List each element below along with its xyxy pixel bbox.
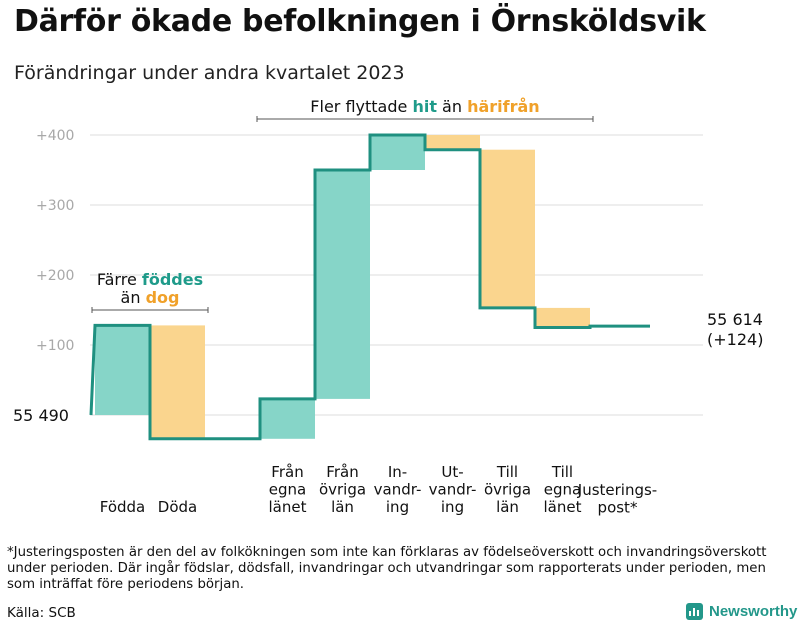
- births-annotation-line: än dog: [121, 288, 180, 307]
- migration-annotation-line: Fler flyttade hit än härifrån: [310, 97, 539, 116]
- category-label: ing: [441, 498, 464, 516]
- newsworthy-logo-text: Newsworthy: [709, 603, 798, 620]
- waterfall-bar: [535, 307, 590, 328]
- y-tick-label: +300: [36, 198, 74, 214]
- category-label: In-: [388, 463, 407, 481]
- category-label: Justerings-: [577, 481, 657, 499]
- category-label: vandr-: [374, 481, 422, 499]
- waterfall-chart: +100 +200 +300 +400 55 490 55 614(+124) Födda D…: [13, 97, 763, 517]
- category-label: post*: [598, 499, 638, 517]
- category-label: vandr-: [429, 481, 477, 499]
- category-label: länet: [544, 498, 582, 516]
- source-label: Källa: SCB: [7, 605, 76, 621]
- newsworthy-logo: Newsworthy: [686, 603, 797, 620]
- waterfall-bar: [260, 398, 315, 439]
- category-label: egna: [269, 481, 306, 499]
- category-label: Från: [326, 463, 358, 481]
- category-label: Döda: [158, 498, 197, 516]
- chart-subtitle: Förändringar under andra kvartalet 2023: [14, 62, 405, 84]
- category-label: Till: [551, 463, 573, 481]
- end-value-label: 55 614: [707, 310, 763, 329]
- category-label: övriga: [319, 481, 366, 499]
- category-label: Födda: [100, 498, 146, 516]
- waterfall-bar: [315, 170, 370, 399]
- waterfall-bar: [150, 325, 205, 439]
- waterfall-bar: [95, 325, 150, 415]
- footnote: *Justeringsposten är den del av folkökni…: [7, 545, 767, 592]
- waterfall-bar: [480, 149, 535, 308]
- category-label: Till: [496, 463, 518, 481]
- category-label: län: [331, 498, 354, 516]
- waterfall-bar: [370, 135, 425, 170]
- population-step-line: [89, 133, 650, 441]
- y-tick-label: +400: [36, 128, 74, 144]
- category-label: ing: [386, 498, 409, 516]
- start-value-label: 55 490: [13, 406, 69, 425]
- category-label: län: [496, 498, 519, 516]
- category-label: övriga: [484, 481, 531, 499]
- category-label: Från: [271, 463, 303, 481]
- category-label: egna: [544, 481, 581, 499]
- end-value-label: (+124): [707, 330, 763, 349]
- y-tick-label: +200: [36, 268, 74, 284]
- newsworthy-logo-icon: [686, 603, 703, 620]
- category-label: Ut-: [441, 463, 463, 481]
- births-annotation-line: Färre föddes: [97, 270, 203, 289]
- category-label: länet: [269, 498, 307, 516]
- y-tick-label: +100: [36, 338, 74, 354]
- chart-title: Därför ökade befolkningen i Örnsköldsvik: [14, 4, 706, 39]
- waterfall-bar: [425, 135, 480, 150]
